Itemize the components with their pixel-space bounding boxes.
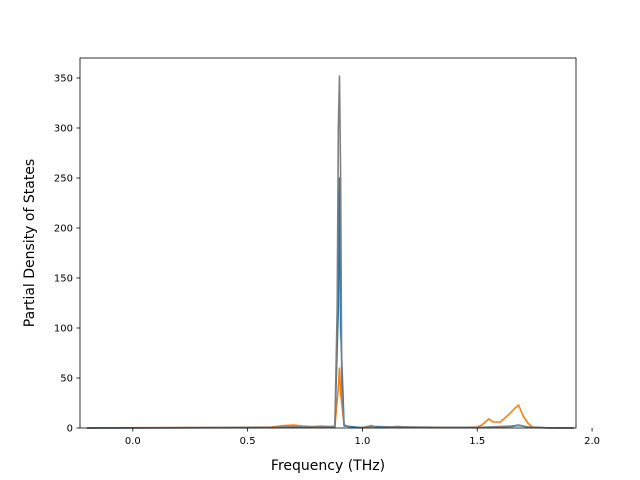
y-tick-label: 0 — [67, 424, 73, 435]
x-tick-label: 2.0 — [584, 436, 600, 447]
series-line-2 — [86, 75, 574, 429]
y-tick-label: 50 — [60, 374, 73, 385]
x-tick-label: 0.5 — [240, 436, 256, 447]
y-tick-label: 150 — [54, 274, 73, 285]
x-tick-label: 1.5 — [469, 436, 485, 447]
x-tick-label: 1.0 — [354, 436, 370, 447]
y-axis-label: Partial Density of States — [22, 159, 38, 327]
x-tick-layer: 0.0 0.5 1.0 1.5 2.0 — [125, 428, 600, 447]
plot-area — [80, 58, 576, 428]
y-tick-label: 300 — [54, 124, 73, 135]
x-axis-label: Frequency (THz) — [271, 458, 385, 474]
x-tick-label: 0.0 — [125, 436, 141, 447]
y-tick-label: 250 — [54, 174, 73, 185]
series-layer — [86, 75, 574, 429]
y-tick-label: 100 — [54, 324, 73, 335]
y-tick-label: 200 — [54, 224, 73, 235]
plot-frame — [79, 57, 577, 429]
y-tick-layer: 0 50 100 150 200 250 300 350 — [54, 74, 80, 435]
y-tick-label: 350 — [54, 74, 73, 85]
